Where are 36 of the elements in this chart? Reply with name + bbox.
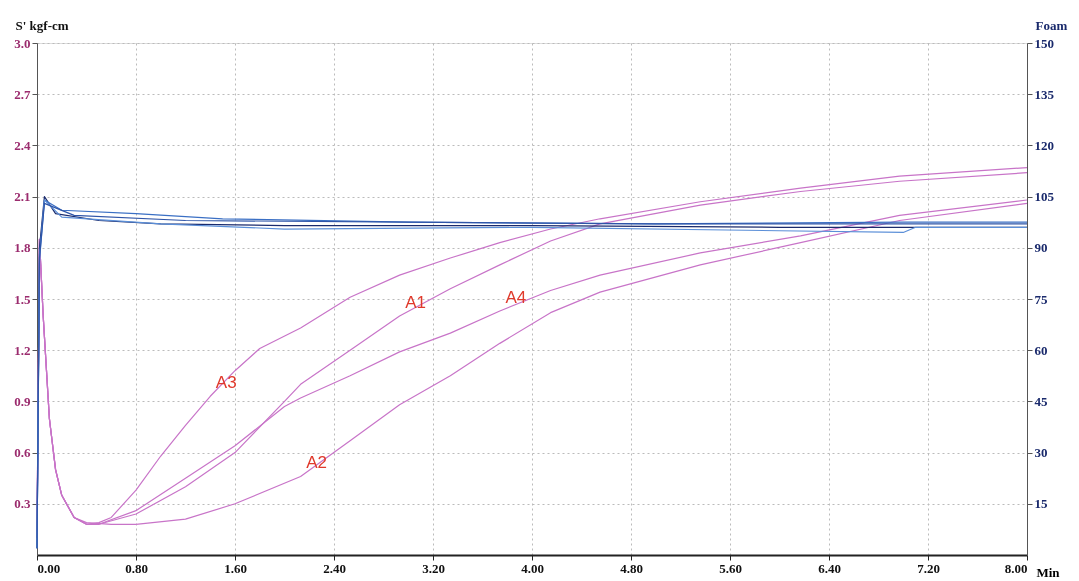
y2-tick-label: 15 — [1034, 496, 1048, 512]
y-tick-label: 1.2 — [14, 342, 31, 358]
y-tick-label: 0.9 — [14, 393, 31, 409]
y2-tick-label: 30 — [1034, 445, 1048, 461]
y2-tick-label: 60 — [1034, 342, 1048, 358]
x-tick-label: 0.00 — [37, 560, 61, 576]
x-tick-label: 5.60 — [719, 560, 742, 576]
y-axis-title: S' kgf-cm — [15, 17, 69, 33]
y2-tick-label: 75 — [1034, 291, 1048, 307]
x-tick-label: 3.20 — [422, 560, 445, 576]
y-tick-label: 0.6 — [14, 445, 31, 461]
x-tick-label: 6.40 — [818, 560, 841, 576]
annotation: A4 — [505, 287, 527, 307]
x-tick-label: 0.80 — [125, 560, 148, 576]
x-tick-label: 7.20 — [917, 560, 940, 576]
y2-tick-label: 105 — [1034, 189, 1055, 205]
x-tick-label: 4.80 — [620, 560, 643, 576]
x-tick-label: 8.00 — [1004, 560, 1028, 576]
x-tick-label: 4.00 — [521, 560, 544, 576]
y2-tick-label: 135 — [1034, 86, 1055, 102]
y2-tick-label: 90 — [1034, 240, 1048, 256]
y-tick-label: 2.1 — [14, 189, 31, 205]
y-tick-label: 0.3 — [14, 496, 31, 512]
x-tick-label: 1.60 — [224, 560, 247, 576]
x-tick-label: 2.40 — [323, 560, 346, 576]
y-tick-label: 3.0 — [14, 35, 31, 51]
y-tick-label: 2.4 — [14, 137, 31, 153]
y2-axis-title: Foam — [1035, 17, 1068, 33]
y2-tick-label: 45 — [1034, 393, 1048, 409]
y-tick-label: 1.5 — [14, 291, 31, 307]
annotation: A1 — [405, 293, 426, 313]
y-tick-label: 1.8 — [14, 240, 31, 256]
x-axis-title: Min — [1036, 564, 1061, 580]
y2-tick-label: 120 — [1034, 137, 1054, 153]
y-tick-label: 2.7 — [14, 86, 31, 102]
y2-tick-label: 150 — [1034, 35, 1054, 51]
